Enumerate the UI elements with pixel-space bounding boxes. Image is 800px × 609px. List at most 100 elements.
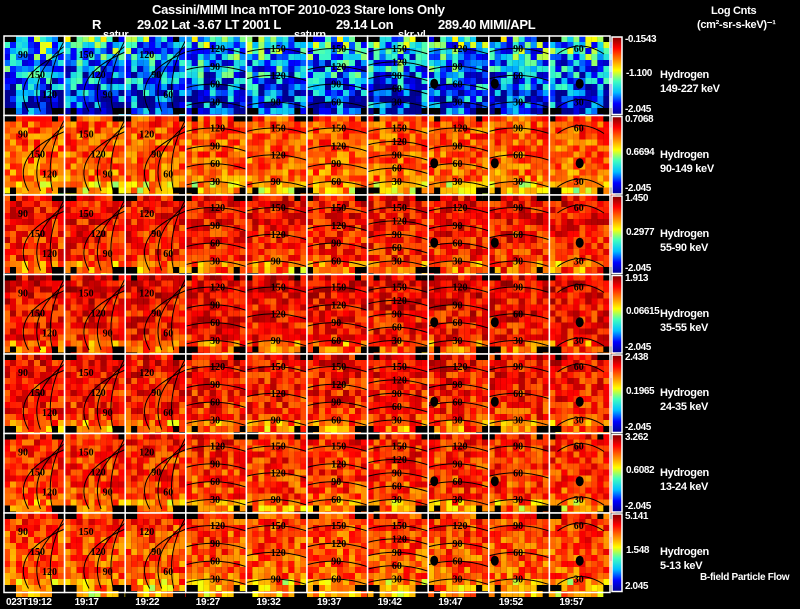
contour-line: [367, 207, 429, 214]
contour-line: [171, 516, 187, 589]
colorbar-mid-label: -1.100: [626, 67, 652, 79]
panel-r6-c7: 120 90 60 30: [427, 512, 495, 597]
contour-line: [246, 551, 308, 559]
contour-label: 120: [91, 229, 106, 240]
contour-label: 150: [30, 468, 45, 479]
contour-line: [306, 383, 368, 391]
contour-label: 120: [91, 547, 106, 558]
contour-line: [488, 260, 550, 268]
contour-label: 150: [79, 368, 94, 379]
colorbar-min-label: -2.045: [625, 262, 651, 274]
contour-label: 90: [210, 62, 220, 73]
contour-line: [83, 369, 126, 430]
contour-line: [36, 284, 65, 351]
apl-readout: 289.40 MIMI/APL: [438, 17, 536, 32]
panel-r1-c3: 120 90 60 30: [185, 114, 252, 200]
planet-marker-icon: [430, 158, 439, 169]
contour-line: [171, 437, 187, 510]
contour-line: [83, 449, 126, 510]
contour-line: [367, 340, 429, 347]
contour-line: [185, 48, 247, 55]
contour-label: 120: [271, 548, 286, 559]
contour-line: [246, 233, 308, 241]
contour-label: 90: [151, 388, 161, 399]
contour-label: 30: [453, 416, 463, 427]
contour-line: [367, 472, 429, 479]
planet-marker-icon: [575, 476, 584, 487]
contour-label: 150: [392, 521, 407, 532]
contour-label: 30: [513, 336, 523, 347]
contour-label: 90: [331, 318, 341, 329]
contour-line: [96, 284, 126, 351]
contour-line: [171, 198, 187, 271]
panel-r0-c7: 120 90 60 30: [427, 35, 495, 120]
contour-label: 60: [574, 44, 584, 55]
contour-label: 90: [103, 408, 113, 419]
contour-line: [110, 278, 126, 351]
contour-label: 60: [210, 80, 220, 91]
contour-label: 60: [331, 177, 341, 188]
contour-label: 150: [331, 521, 346, 532]
colorbar-max-label: 3.262: [625, 431, 649, 443]
contour-line: [110, 198, 126, 271]
contour-label: 120: [271, 468, 286, 479]
contour-label: 90: [210, 380, 220, 391]
contour-line: [185, 445, 247, 452]
panel-r3-c5: 150 120 90 60: [306, 273, 373, 359]
contour-label: 60: [163, 329, 173, 340]
contour-label: 90: [151, 309, 161, 320]
contour-line: [367, 445, 429, 452]
contour-label: 30: [392, 336, 402, 347]
contour-line: [428, 419, 489, 427]
contour-label: 150: [30, 229, 45, 240]
contour-line: [367, 379, 429, 386]
contour-label: 30: [210, 416, 220, 427]
contour-line: [306, 445, 368, 452]
contour-line: [185, 383, 247, 391]
contour-label: 30: [210, 98, 220, 109]
contour-label: 90: [18, 527, 28, 538]
colorbar-min-label: -2.045: [625, 501, 651, 512]
time-tick-label: 19:47: [438, 597, 463, 608]
contour-line: [83, 290, 126, 351]
panel-r2-c5: 150 120 90 60: [306, 194, 373, 279]
contour-line: [185, 127, 247, 134]
contour-label: 90: [151, 150, 161, 161]
contour-label: 120: [453, 44, 468, 55]
contour-label: 30: [453, 336, 463, 347]
contour-line: [185, 578, 247, 586]
contour-label: 150: [331, 283, 346, 294]
contour-label: 90: [151, 468, 161, 479]
contour-label: 90: [210, 539, 220, 550]
contour-line: [49, 516, 66, 589]
contour-line: [306, 419, 368, 427]
contour-label: 60: [210, 159, 220, 170]
contour-label: 120: [453, 203, 468, 214]
contour-label: 120: [210, 283, 225, 294]
contour-line: [428, 65, 489, 73]
contour-line: [428, 48, 489, 55]
contour-label: 120: [453, 283, 468, 294]
contour-line: [246, 286, 308, 293]
contour-line: [306, 83, 368, 91]
contour-line: [246, 525, 308, 532]
contour-label: 120: [453, 521, 468, 532]
panel-frame: [548, 512, 611, 594]
contour-line: [306, 242, 368, 250]
contour-label: 150: [79, 289, 94, 300]
contour-line: [306, 340, 368, 347]
panel-r1-c1: 150 120 90: [63, 114, 131, 200]
contour-line: [157, 45, 187, 112]
contour-label: 90: [392, 230, 402, 241]
energy-label: 5-13 keV: [660, 560, 703, 572]
contour-line: [185, 83, 247, 91]
time-tick-label: 023T19:12: [6, 597, 52, 608]
contour-label: 120: [139, 50, 154, 61]
contour-line: [557, 443, 605, 452]
contour-line: [557, 576, 605, 585]
contour-line: [488, 551, 550, 559]
contour-line: [96, 204, 126, 271]
contour-label: 30: [513, 575, 523, 586]
contour-line: [557, 204, 605, 214]
